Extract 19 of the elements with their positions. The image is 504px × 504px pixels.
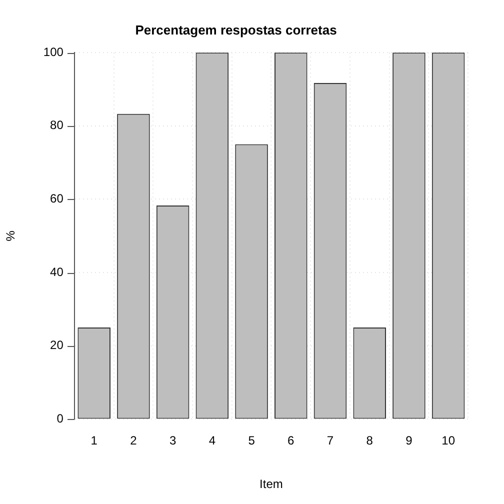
y-axis-title: % [4,230,18,242]
x-tick-label: 3 [169,434,176,448]
x-tick-label: 8 [366,434,374,448]
y-tick-label: 80 [50,118,64,132]
chart-title: Percentagem respostas corretas [135,22,337,38]
y-tick-label: 0 [56,412,64,426]
y-tick-label: 40 [50,264,64,279]
y-tick-label: 60 [50,192,64,206]
x-tick-label: 9 [406,434,413,448]
x-tick-label: 5 [248,434,256,448]
x-tick-label: 6 [288,434,295,448]
y-tick-label: 20 [50,338,64,352]
x-axis-title: Item [260,477,283,492]
x-tick-label: 10 [442,434,456,448]
x-tick-label: 2 [130,434,138,448]
x-tick-label: 4 [208,434,216,448]
x-tick-label: 7 [326,434,334,448]
y-tick-label: 100 [43,44,64,59]
x-tick-label: 1 [90,434,98,448]
